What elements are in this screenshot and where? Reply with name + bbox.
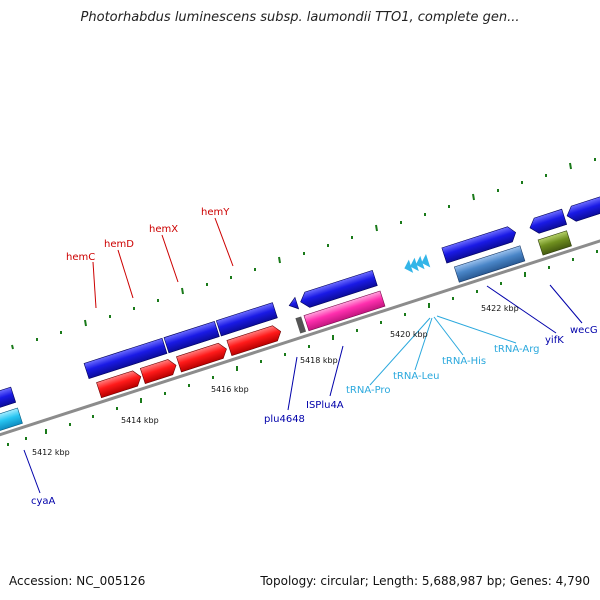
lower-tick-track [7,250,598,446]
tick-label: 5422 kbp [481,304,519,313]
mobile-element-feature[interactable] [303,290,386,332]
gene-feature[interactable] [139,358,178,385]
cds-feature[interactable] [0,386,17,430]
cds-arrow-feature[interactable] [441,225,518,264]
label-tRNA-His: tRNA-His [442,356,486,367]
label-ISPlu4A: ISPlu4A [306,400,344,411]
label-tRNA-Pro: tRNA-Pro [346,385,390,396]
gene-feature[interactable] [226,324,283,357]
tick-label: 5416 kbp [211,385,249,394]
tick-label: 5412 kbp [32,448,70,457]
tick-label: 5418 kbp [300,356,338,365]
tick-label: 5414 kbp [121,416,159,425]
label-yifK: yifK [545,335,564,346]
label-cyaA: cyaA [31,496,56,507]
label-wecG: wecG [570,325,598,336]
label-hemD: hemD [104,239,134,250]
label-plu4648: plu4648 [264,414,305,425]
label-hemX: hemX [149,224,178,235]
label-tRNA-Leu: tRNA-Leu [393,371,439,382]
cds-feature[interactable] [163,320,220,354]
cds-feature[interactable] [83,337,168,380]
label-leaders [23,217,583,494]
topology-text: Topology: circular; Length: 5,688,987 bp… [260,574,590,588]
upper-tick-track [11,158,596,350]
trna-feature[interactable] [419,254,431,269]
cds-feature[interactable] [537,230,572,256]
cds-arrow-feature[interactable] [527,208,568,235]
cds-feature[interactable] [215,302,278,337]
cds-arrow-feature[interactable] [565,177,600,223]
gene-feature[interactable] [176,341,228,373]
map-title: Photorhabdus luminescens subsp. laumondi… [80,10,520,25]
label-hemY: hemY [201,207,230,218]
cds-feature[interactable] [0,407,23,451]
trna-feature[interactable] [414,255,425,271]
tick-label: 5420 kbp [390,330,428,339]
cds-arrow-feature[interactable] [287,296,300,311]
label-tRNA-Arg: tRNA-Arg [494,344,539,355]
pseudo-feature[interactable] [295,316,307,334]
accession-text: Accession: NC_005126 [9,574,146,588]
cds-feature[interactable] [453,245,526,283]
genome-backbone [0,148,600,505]
cds-arrow-feature[interactable] [298,269,378,309]
label-hemC: hemC [66,252,95,263]
trna-feature[interactable] [402,259,414,275]
gene-feature[interactable] [96,369,144,399]
trna-feature[interactable] [408,257,419,273]
